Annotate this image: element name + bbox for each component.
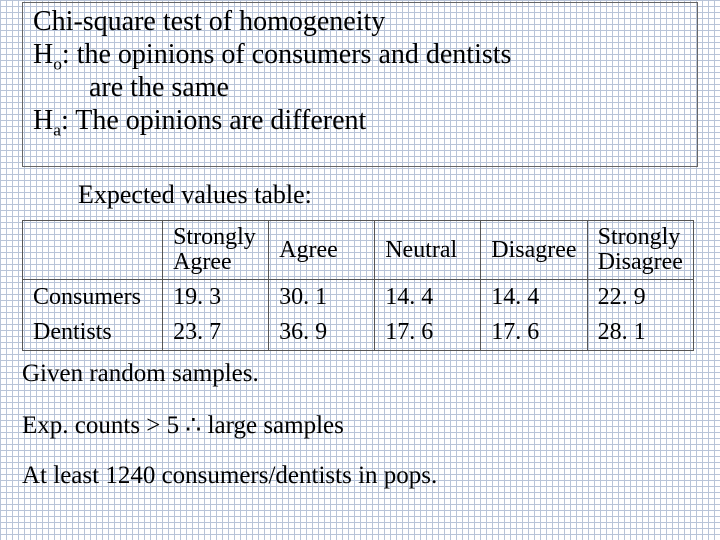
h0-sub: o — [53, 55, 62, 74]
table-header-row: StronglyAgree Agree Neutral Disagree Str… — [23, 221, 694, 280]
cell: 14. 4 — [375, 280, 481, 316]
cell: 17. 6 — [375, 315, 481, 351]
table-row: Consumers 19. 3 30. 1 14. 4 14. 4 22. 9 — [23, 280, 694, 316]
ha-prefix: H — [33, 105, 53, 136]
table-row: Dentists 23. 7 36. 9 17. 6 17. 6 28. 1 — [23, 315, 694, 351]
note-exp-b: large samples — [201, 412, 344, 439]
h0-line2: are the same — [33, 71, 687, 104]
cell: 14. 4 — [481, 280, 587, 316]
test-title: Chi-square test of homogeneity — [33, 5, 687, 38]
row-label-consumers: Consumers — [23, 280, 163, 316]
ha-text: : The opinions are different — [61, 105, 366, 136]
cell: 19. 3 — [163, 280, 269, 316]
cell: 22. 9 — [587, 280, 693, 316]
cell: 28. 1 — [587, 315, 693, 351]
cell: 30. 1 — [269, 280, 375, 316]
therefore-icon: ∴ — [185, 412, 201, 439]
col-disagree: Disagree — [481, 221, 587, 280]
note-exp-a: Exp. counts > 5 — [22, 412, 185, 439]
note-population: At least 1240 consumers/dentists in pops… — [22, 462, 437, 490]
col-strongly-agree: StronglyAgree — [163, 221, 269, 280]
col-agree: Agree — [269, 221, 375, 280]
col-neutral: Neutral — [375, 221, 481, 280]
cell: 36. 9 — [269, 315, 375, 351]
cell: 23. 7 — [163, 315, 269, 351]
notes-block: Given random samples. Exp. counts > 5 ∴ … — [22, 360, 437, 512]
ha-sub: a — [53, 121, 61, 140]
h0-prefix: H — [33, 39, 53, 70]
note-random-samples: Given random samples. — [22, 360, 437, 388]
col-strongly-disagree: StronglyDisagree — [587, 221, 693, 280]
hypothesis-box: Chi-square test of homogeneity Ho: the o… — [22, 2, 698, 167]
h0-line1: Ho: the opinions of consumers and dentis… — [33, 38, 687, 71]
expected-values-table: StronglyAgree Agree Neutral Disagree Str… — [22, 220, 694, 351]
ha-line: Ha: The opinions are different — [33, 104, 687, 137]
row-label-dentists: Dentists — [23, 315, 163, 351]
col-blank — [23, 221, 163, 280]
expected-values-label: Expected values table: — [78, 180, 312, 210]
note-exp-counts: Exp. counts > 5 ∴ large samples — [22, 410, 437, 440]
cell: 17. 6 — [481, 315, 587, 351]
expected-values-table-wrap: StronglyAgree Agree Neutral Disagree Str… — [22, 220, 694, 351]
h0-text1: : the opinions of consumers and dentists — [62, 39, 512, 70]
